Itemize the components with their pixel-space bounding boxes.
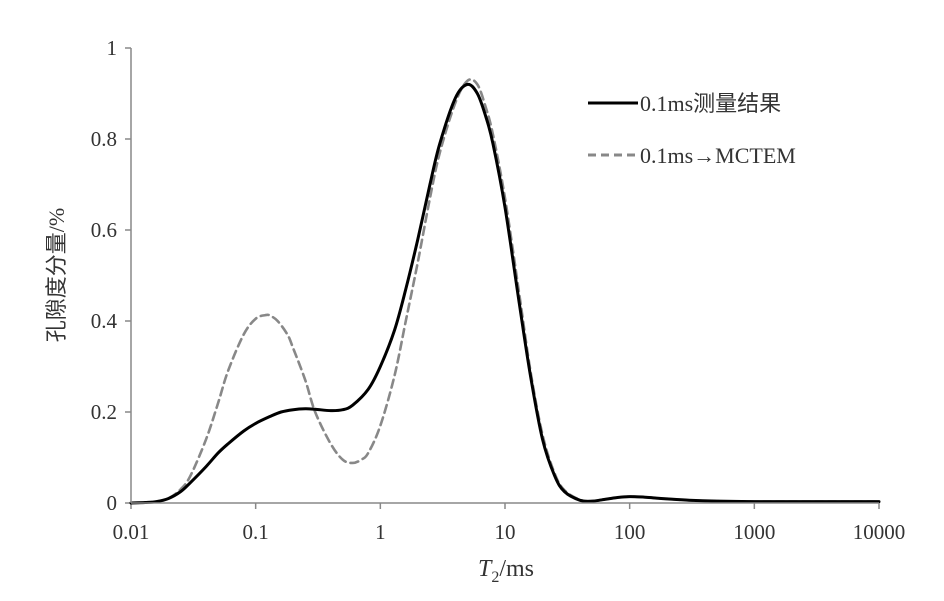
legend-label-measured: 0.1ms测量结果 (640, 91, 781, 116)
x-tick-label: 0.1 (243, 520, 269, 544)
y-tick-label: 0.2 (91, 400, 117, 424)
x-tick-label: 10000 (853, 520, 906, 544)
y-tick-label: 0.4 (91, 309, 118, 333)
x-axis-label-unit: /ms (499, 556, 534, 582)
x-axis-ticks: 0.01 0.1 1 10 100 1000 10000 (113, 503, 906, 544)
x-tick-label: 10 (495, 520, 516, 544)
series-line-measured (129, 82, 881, 505)
x-axis-label: T2/ms (478, 556, 534, 586)
y-axis-label: 孔隙度分量/% (44, 208, 69, 342)
y-tick-label: 0 (107, 491, 118, 515)
x-tick-label: 1000 (733, 520, 775, 544)
x-tick-label: 0.01 (113, 520, 150, 544)
y-tick-label: 1 (107, 36, 118, 60)
legend-label-mctem: 0.1ms→MCTEM (640, 143, 796, 168)
x-tick-label: 1 (375, 520, 386, 544)
x-axis-label-main: T (478, 556, 493, 582)
y-axis-ticks: 0 0.2 0.4 0.6 0.8 1 (91, 36, 131, 515)
y-tick-label: 0.6 (91, 218, 117, 242)
legend: 0.1ms测量结果 0.1ms→MCTEM (588, 91, 796, 168)
series-layer (129, 78, 881, 505)
y-tick-label: 0.8 (91, 127, 117, 151)
x-tick-label: 100 (614, 520, 646, 544)
x-axis-label-subscript: 2 (491, 569, 499, 586)
